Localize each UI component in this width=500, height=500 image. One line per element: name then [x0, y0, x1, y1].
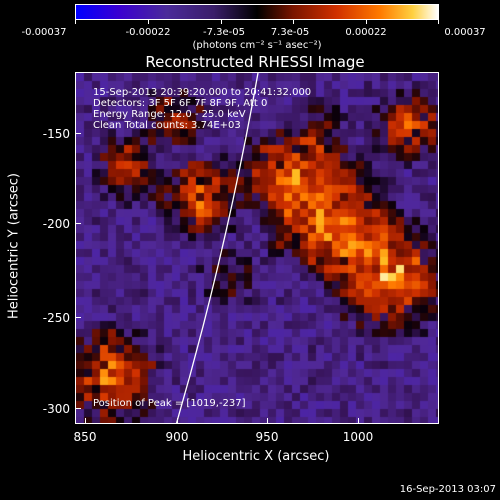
colorbar-tick-label: 0.00022	[345, 27, 387, 38]
x-major-tick	[267, 418, 268, 424]
solar-limb	[175, 73, 259, 423]
x-major-tick	[358, 418, 359, 424]
colorbar-tick	[221, 20, 222, 24]
rhessi-heatmap	[76, 73, 438, 423]
y-tick-label: -200	[42, 217, 70, 231]
colorbar-tick-label: -0.00022	[125, 27, 171, 38]
datestamp: 16-Sep-2013 03:07	[399, 484, 496, 495]
x-major-tick	[85, 418, 86, 424]
y-major-tick	[75, 317, 81, 318]
y-tick-label: -300	[42, 402, 70, 416]
x-tick-label: 850	[73, 430, 97, 444]
x-tick-label: 900	[165, 430, 189, 444]
y-tick-label: -250	[42, 311, 70, 325]
colorbar-tick-label: -7.3e-05	[203, 27, 245, 38]
x-tick-label: 950	[255, 430, 279, 444]
y-tick-label: -150	[42, 127, 70, 141]
colorbar-units: (photons cm⁻² s⁻¹ asec⁻²)	[192, 40, 322, 51]
y-major-tick	[75, 223, 81, 224]
y-major-tick	[75, 133, 81, 134]
colorbar-tick-label: 7.3e-05	[270, 27, 310, 38]
colorbar-tick	[293, 20, 294, 24]
colorbar-tick	[438, 20, 439, 24]
energy-range-annotation: Energy Range: 12.0 - 25.0 keV	[93, 109, 246, 120]
rhessi-image-panel: 15-Sep-2013 20:39:20.000 to 20:41:32.000…	[75, 72, 439, 424]
time-range-annotation: 15-Sep-2013 20:39:20.000 to 20:41:32.000	[93, 87, 312, 98]
colorbar-tick	[75, 20, 76, 24]
colorbar-tick-label: -0.00037	[21, 27, 67, 38]
colorbar	[75, 4, 439, 20]
y-axis-label: Heliocentric Y (arcsec)	[6, 173, 22, 319]
x-major-tick	[177, 418, 178, 424]
peak-position-annotation: Position of Peak = [1019,-237]	[93, 398, 246, 409]
y-major-tick	[75, 408, 81, 409]
colorbar-tick-label: 0.00037	[444, 27, 486, 38]
x-tick-label: 1000	[342, 430, 374, 444]
clean-counts-annotation: Clean Total counts: 3.74E+03	[93, 120, 241, 131]
colorbar-tick	[366, 20, 367, 24]
colorbar-tick	[148, 20, 149, 24]
detectors-annotation: Detectors: 3F 5F 6F 7F 8F 9F, Att 0	[93, 98, 268, 109]
image-title: Reconstructed RHESSI Image	[145, 53, 365, 71]
x-axis-label: Heliocentric X (arcsec)	[182, 449, 330, 464]
